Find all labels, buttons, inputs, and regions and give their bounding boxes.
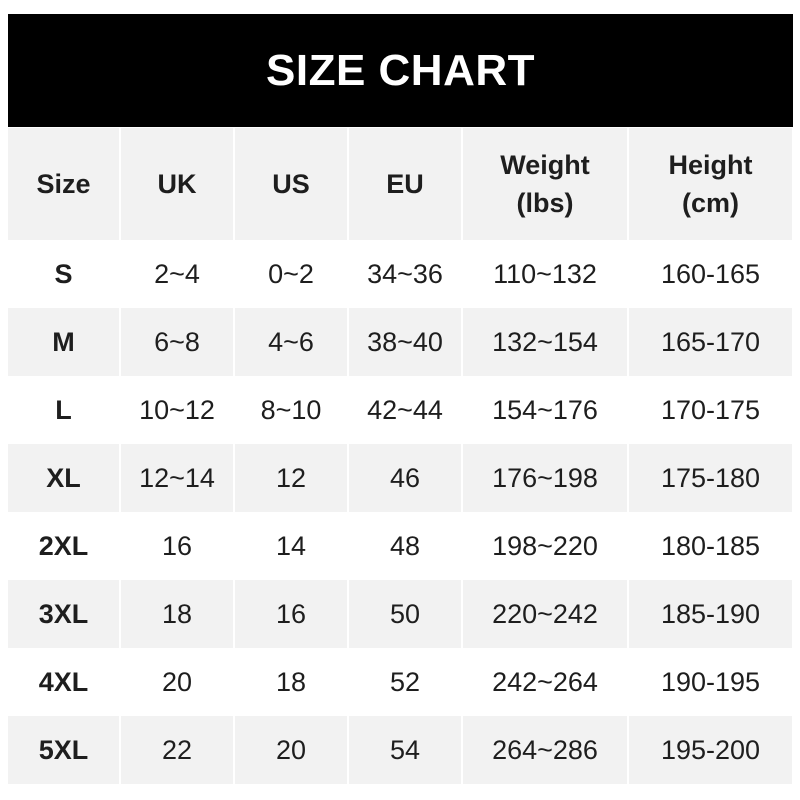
cell-us: 18	[234, 648, 349, 716]
cell-size: 5XL	[8, 716, 121, 784]
cell-eu: 34~36	[348, 240, 463, 308]
cell-us: 0~2	[234, 240, 349, 308]
header-row: Size UK US EU Weight (lbs) Height (cm)	[8, 128, 794, 240]
cell-uk: 10~12	[120, 376, 235, 444]
table-row: M 6~8 4~6 38~40 132~154 165-170	[8, 308, 794, 376]
cell-height: 170-175	[628, 376, 794, 444]
cell-weight: 264~286	[462, 716, 629, 784]
cell-us: 12	[234, 444, 349, 512]
cell-weight: 242~264	[462, 648, 629, 716]
cell-height: 180-185	[628, 512, 794, 580]
cell-size: S	[8, 240, 121, 308]
column-header-height: Height (cm)	[628, 128, 794, 240]
cell-size: 3XL	[8, 580, 121, 648]
cell-height: 190-195	[628, 648, 794, 716]
cell-eu: 52	[348, 648, 463, 716]
column-header-weight: Weight (lbs)	[462, 128, 629, 240]
cell-eu: 38~40	[348, 308, 463, 376]
cell-weight: 176~198	[462, 444, 629, 512]
cell-uk: 12~14	[120, 444, 235, 512]
cell-eu: 48	[348, 512, 463, 580]
cell-us: 14	[234, 512, 349, 580]
column-header-us: US	[234, 128, 349, 240]
table-row: 3XL 18 16 50 220~242 185-190	[8, 580, 794, 648]
cell-us: 16	[234, 580, 349, 648]
cell-size: 2XL	[8, 512, 121, 580]
cell-uk: 2~4	[120, 240, 235, 308]
cell-us: 20	[234, 716, 349, 784]
cell-uk: 18	[120, 580, 235, 648]
size-chart-table: Size UK US EU Weight (lbs) Height (cm) S 2~4 0~2 3…	[8, 128, 794, 784]
cell-weight: 110~132	[462, 240, 629, 308]
cell-uk: 22	[120, 716, 235, 784]
cell-weight: 132~154	[462, 308, 629, 376]
cell-weight: 220~242	[462, 580, 629, 648]
cell-height: 160-165	[628, 240, 794, 308]
cell-uk: 20	[120, 648, 235, 716]
column-header-eu: EU	[348, 128, 463, 240]
cell-weight: 198~220	[462, 512, 629, 580]
cell-us: 4~6	[234, 308, 349, 376]
cell-eu: 42~44	[348, 376, 463, 444]
cell-height: 185-190	[628, 580, 794, 648]
table-row: S 2~4 0~2 34~36 110~132 160-165	[8, 240, 794, 308]
table-row: XL 12~14 12 46 176~198 175-180	[8, 444, 794, 512]
cell-size: M	[8, 308, 121, 376]
cell-height: 165-170	[628, 308, 794, 376]
column-header-uk: UK	[120, 128, 235, 240]
cell-uk: 16	[120, 512, 235, 580]
cell-size: L	[8, 376, 121, 444]
table-row: L 10~12 8~10 42~44 154~176 170-175	[8, 376, 794, 444]
cell-size: XL	[8, 444, 121, 512]
size-chart-title: SIZE CHART	[8, 14, 793, 127]
cell-eu: 50	[348, 580, 463, 648]
table-row: 2XL 16 14 48 198~220 180-185	[8, 512, 794, 580]
table-row: 5XL 22 20 54 264~286 195-200	[8, 716, 794, 784]
cell-height: 195-200	[628, 716, 794, 784]
cell-size: 4XL	[8, 648, 121, 716]
cell-eu: 54	[348, 716, 463, 784]
table-row: 4XL 20 18 52 242~264 190-195	[8, 648, 794, 716]
cell-uk: 6~8	[120, 308, 235, 376]
cell-us: 8~10	[234, 376, 349, 444]
cell-height: 175-180	[628, 444, 794, 512]
column-header-size: Size	[8, 128, 121, 240]
cell-eu: 46	[348, 444, 463, 512]
cell-weight: 154~176	[462, 376, 629, 444]
